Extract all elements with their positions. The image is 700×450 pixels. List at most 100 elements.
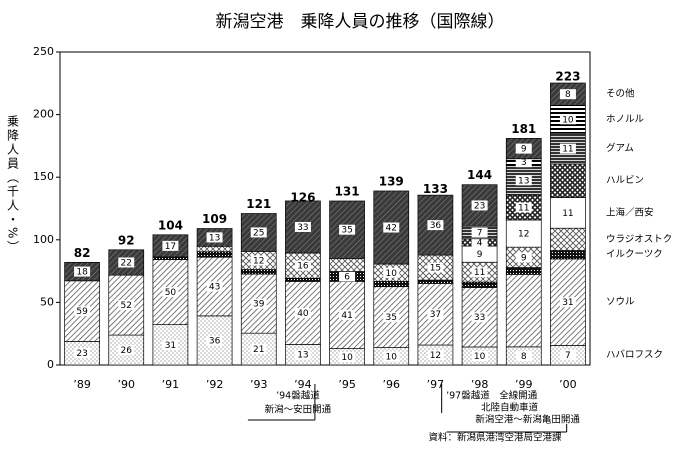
segment-label-bg bbox=[471, 312, 488, 323]
segment-label-bg bbox=[515, 175, 532, 186]
segment-label-bg bbox=[515, 157, 532, 168]
segment-label: 21 bbox=[253, 345, 264, 355]
segment-label: 13 bbox=[518, 176, 529, 186]
segment-label: 36 bbox=[209, 336, 221, 346]
total-label: 131 bbox=[335, 184, 360, 198]
segment-label: 22 bbox=[121, 258, 132, 268]
segment-label-bg bbox=[294, 349, 311, 360]
segment-label-bg bbox=[250, 344, 267, 355]
segment-label-bg bbox=[118, 345, 135, 356]
x-tick-label: ’00 bbox=[559, 378, 577, 391]
legend-label: その他 bbox=[606, 88, 635, 100]
segment-label: 8 bbox=[521, 352, 527, 362]
total-label: 223 bbox=[555, 69, 580, 83]
total-label: 139 bbox=[379, 174, 404, 188]
segment-label-bg bbox=[471, 227, 488, 238]
segment-label-bg bbox=[559, 114, 576, 125]
total-label: 82 bbox=[74, 246, 91, 260]
segment-label: 42 bbox=[386, 224, 397, 234]
segment-label-bg bbox=[515, 202, 532, 213]
x-tick-label: ’94 bbox=[294, 378, 312, 391]
segment-label: 10 bbox=[562, 115, 574, 125]
annotation: 北陸自動車道 bbox=[481, 402, 539, 414]
segment-label-bg bbox=[515, 228, 532, 239]
segment-label: 23 bbox=[474, 201, 485, 211]
total-label: 181 bbox=[511, 122, 536, 136]
segment-label: 31 bbox=[165, 341, 176, 351]
segment-label: 16 bbox=[297, 262, 309, 272]
segment-label-bg bbox=[206, 281, 223, 292]
bar-segment bbox=[240, 269, 277, 275]
legend-label: ソウル bbox=[606, 297, 635, 308]
segment-label-bg bbox=[471, 200, 488, 211]
segment-label-bg bbox=[383, 312, 400, 323]
segment-label-bg bbox=[471, 267, 488, 278]
y-tick-label: 0 bbox=[47, 358, 54, 371]
x-tick-label: ’89 bbox=[73, 378, 91, 391]
segment-label: 13 bbox=[209, 233, 220, 243]
legend-label: グアム bbox=[606, 142, 634, 154]
legend-label: イルクーツク bbox=[606, 249, 663, 260]
segment-label-bg bbox=[559, 297, 576, 308]
y-tick-label: 200 bbox=[33, 108, 54, 121]
segment-label-bg bbox=[471, 249, 488, 260]
bar-segment bbox=[505, 267, 542, 275]
x-tick-label: ’96 bbox=[383, 378, 401, 391]
segment-label: 12 bbox=[430, 351, 441, 361]
segment-label: 10 bbox=[474, 352, 486, 362]
segment-label: 50 bbox=[165, 288, 177, 298]
x-tick-label: ’99 bbox=[515, 378, 533, 391]
segment-label-bg bbox=[559, 89, 576, 100]
segment-label: 4 bbox=[477, 238, 483, 248]
segment-label-bg bbox=[383, 222, 400, 233]
segment-label: 18 bbox=[76, 268, 88, 278]
bar-segment bbox=[505, 274, 542, 348]
segment-label: 9 bbox=[477, 250, 483, 260]
segment-label-bg bbox=[206, 335, 223, 346]
x-tick-label: ’92 bbox=[206, 378, 224, 391]
segment-label: 25 bbox=[253, 228, 264, 238]
legend-label: ウラジオストク bbox=[606, 234, 672, 245]
plot-frame bbox=[59, 51, 591, 366]
total-label: 133 bbox=[423, 182, 448, 196]
bar-segment bbox=[417, 279, 454, 284]
total-label: 121 bbox=[246, 197, 271, 211]
segment-label: 11 bbox=[518, 204, 529, 214]
bar-segment bbox=[373, 281, 410, 288]
bar-segment bbox=[152, 256, 189, 260]
chart-title: 新潟空港 乗降人員の推移（国際線） bbox=[216, 12, 505, 32]
x-tick-label: ’95 bbox=[338, 378, 356, 391]
segment-label: 33 bbox=[297, 223, 308, 233]
segment-label: 52 bbox=[121, 301, 132, 311]
x-tick-label: ’97 bbox=[427, 378, 445, 391]
segment-label: 59 bbox=[76, 307, 88, 317]
segment-label-bg bbox=[250, 298, 267, 309]
segment-label: 7 bbox=[565, 351, 571, 361]
legend-label: ハルビン bbox=[606, 175, 644, 186]
segment-label: 10 bbox=[386, 269, 398, 279]
segment-label-bg bbox=[250, 227, 267, 238]
bar-segment bbox=[550, 250, 586, 260]
legend-label: ホノルル bbox=[606, 114, 645, 125]
segment-label: 6 bbox=[344, 272, 350, 282]
segment-label: 3 bbox=[521, 158, 527, 168]
annotation: 新潟～安田開通 bbox=[265, 404, 332, 416]
segment-label-bg bbox=[383, 351, 400, 362]
total-label: 92 bbox=[118, 233, 135, 247]
segment-label-bg bbox=[515, 252, 532, 263]
segment-label-bg bbox=[427, 220, 444, 231]
segment-label-bg bbox=[515, 350, 532, 361]
y-tick-label: 50 bbox=[40, 295, 54, 308]
segment-label-bg bbox=[162, 240, 179, 251]
segment-label-bg bbox=[294, 307, 311, 318]
segment-label: 9 bbox=[521, 145, 527, 155]
bar-segment bbox=[285, 277, 321, 282]
segment-label: 11 bbox=[562, 209, 573, 219]
bar-segment bbox=[329, 258, 365, 272]
segment-label-bg bbox=[339, 224, 356, 235]
segment-label-bg bbox=[559, 143, 576, 154]
segment-label: 10 bbox=[341, 353, 353, 363]
segment-label-bg bbox=[162, 287, 179, 298]
segment-label-bg bbox=[515, 143, 532, 154]
x-tick-label: ’91 bbox=[162, 378, 180, 391]
